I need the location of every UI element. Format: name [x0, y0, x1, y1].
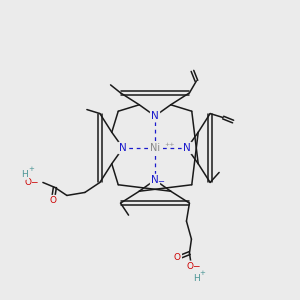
Text: O: O — [174, 253, 181, 262]
Text: ++: ++ — [164, 142, 175, 148]
Text: +: + — [200, 270, 206, 276]
Text: +: + — [28, 167, 34, 172]
Text: O: O — [50, 196, 56, 205]
Text: Ni: Ni — [150, 143, 160, 153]
Text: O−: O− — [186, 262, 201, 271]
Text: H: H — [193, 274, 200, 283]
Text: N: N — [151, 111, 159, 121]
Text: −: − — [158, 178, 164, 187]
Text: O−: O− — [24, 178, 39, 187]
Text: N: N — [183, 143, 191, 153]
Text: N: N — [151, 175, 159, 185]
Text: N: N — [119, 143, 127, 153]
Text: H: H — [22, 170, 28, 179]
